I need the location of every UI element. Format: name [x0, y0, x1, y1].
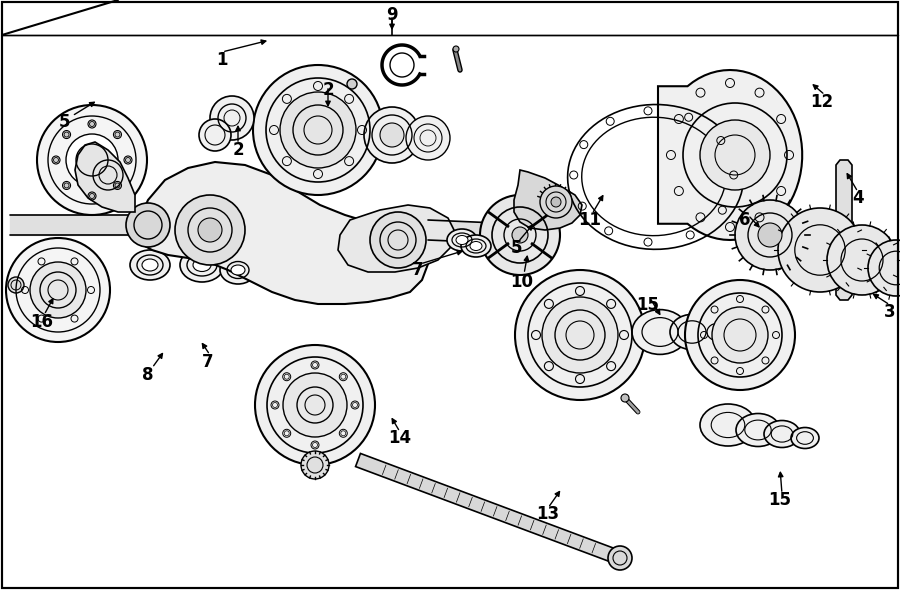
Circle shape [126, 203, 170, 247]
Ellipse shape [461, 235, 491, 257]
Text: 1: 1 [216, 51, 228, 69]
Ellipse shape [470, 241, 482, 251]
Polygon shape [356, 454, 623, 565]
Text: 16: 16 [31, 313, 53, 331]
Circle shape [685, 280, 795, 390]
Polygon shape [836, 160, 852, 300]
Polygon shape [514, 170, 582, 230]
Ellipse shape [736, 414, 780, 447]
Circle shape [778, 208, 862, 292]
Circle shape [868, 240, 900, 296]
Circle shape [64, 132, 69, 137]
Ellipse shape [632, 310, 688, 355]
Circle shape [453, 46, 459, 52]
Circle shape [37, 105, 147, 215]
Text: 12: 12 [810, 93, 833, 111]
Circle shape [551, 197, 561, 207]
Circle shape [283, 373, 347, 437]
Circle shape [253, 65, 383, 195]
Circle shape [347, 79, 357, 89]
Ellipse shape [670, 314, 714, 350]
Text: 9: 9 [386, 6, 398, 24]
Circle shape [115, 132, 120, 137]
Circle shape [608, 546, 632, 570]
Ellipse shape [764, 421, 800, 447]
Circle shape [30, 262, 86, 318]
Circle shape [512, 227, 528, 243]
Text: 2: 2 [232, 141, 244, 159]
Circle shape [280, 92, 356, 168]
Circle shape [175, 195, 245, 265]
Circle shape [64, 183, 69, 188]
Text: 10: 10 [510, 273, 534, 291]
Text: 11: 11 [579, 211, 601, 229]
Circle shape [115, 183, 120, 188]
Circle shape [758, 223, 782, 247]
Text: 4: 4 [852, 189, 864, 207]
Circle shape [540, 186, 572, 218]
Circle shape [301, 451, 329, 479]
Ellipse shape [456, 235, 468, 244]
Circle shape [621, 394, 629, 402]
Polygon shape [135, 162, 428, 304]
Circle shape [89, 122, 94, 126]
Ellipse shape [130, 250, 170, 280]
Polygon shape [658, 70, 802, 240]
Ellipse shape [700, 404, 756, 446]
Circle shape [406, 116, 450, 160]
Circle shape [370, 212, 426, 268]
Ellipse shape [180, 248, 224, 282]
Text: 6: 6 [739, 211, 751, 229]
Text: 7: 7 [412, 261, 424, 279]
Text: 2: 2 [322, 81, 334, 99]
Circle shape [735, 200, 805, 270]
Circle shape [198, 218, 222, 242]
Circle shape [712, 307, 768, 363]
Circle shape [827, 225, 897, 295]
Circle shape [199, 119, 231, 151]
Circle shape [364, 107, 420, 163]
Text: 5: 5 [510, 239, 522, 257]
Circle shape [380, 123, 404, 147]
Ellipse shape [142, 259, 158, 271]
Text: 8: 8 [142, 366, 154, 384]
Circle shape [700, 120, 770, 190]
Ellipse shape [220, 256, 256, 284]
Circle shape [542, 297, 618, 373]
Circle shape [89, 194, 94, 198]
Polygon shape [75, 142, 135, 212]
Text: 5: 5 [58, 113, 70, 131]
Ellipse shape [231, 265, 245, 275]
Text: 7: 7 [202, 353, 214, 371]
Ellipse shape [791, 428, 819, 448]
Text: 14: 14 [389, 429, 411, 447]
Circle shape [53, 158, 58, 162]
Circle shape [6, 238, 110, 342]
Text: 15: 15 [636, 296, 660, 314]
Text: 13: 13 [536, 505, 560, 523]
Circle shape [210, 96, 254, 140]
Text: 3: 3 [884, 303, 896, 321]
Circle shape [480, 195, 560, 275]
Polygon shape [338, 205, 455, 272]
Circle shape [125, 158, 130, 162]
Circle shape [515, 270, 645, 400]
Circle shape [66, 134, 118, 186]
Circle shape [8, 277, 24, 293]
Text: 15: 15 [769, 491, 791, 509]
Ellipse shape [700, 317, 736, 346]
Ellipse shape [447, 229, 477, 251]
Ellipse shape [193, 258, 211, 271]
Circle shape [255, 345, 375, 465]
